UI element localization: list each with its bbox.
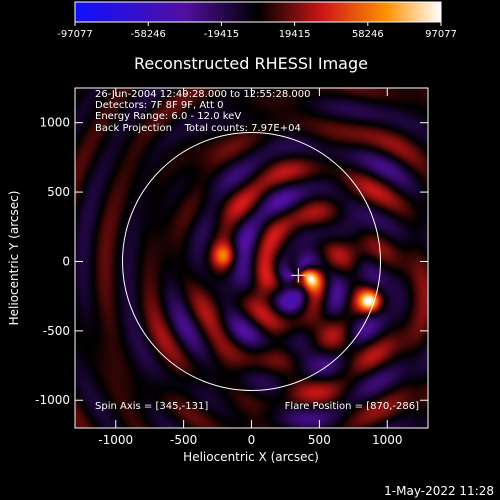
- annotation-line-detectors: Detectors: 7F 8F 9F, Att 0: [95, 100, 223, 111]
- colorbar-tick-label: 97077: [425, 29, 457, 40]
- chart-title: Reconstructed RHESSI Image: [134, 54, 368, 73]
- axis-ticks: -1000 -500 0 500 1000 -1000 -500 0 500 1000: [35, 88, 428, 447]
- colorbar-tick-label: -19415: [204, 29, 239, 40]
- colorbar-tick-label: 19415: [279, 29, 311, 40]
- flare-position-label: Flare Position = [870,-286]: [285, 401, 419, 412]
- plot-area: -1000 -500 0 500 1000 -1000 -500 0 500 1000: [35, 87, 429, 447]
- colorbar-tick-label: 58246: [352, 29, 384, 40]
- colorbar-tick-label: -97077: [57, 29, 92, 40]
- heatmap-image: [75, 88, 428, 428]
- annotation-line-energy: Energy Range: 6.0 - 12.0 keV: [95, 111, 241, 122]
- x-tick-label: 0: [248, 433, 256, 447]
- colorbar: [74, 1, 442, 23]
- annotation-line-method: Back Projection Total counts: 7.97E+04: [95, 123, 301, 134]
- y-tick-label: 1000: [39, 116, 70, 130]
- timestamp: 1-May-2022 11:28: [384, 484, 494, 498]
- solar-limb-circle: [122, 131, 381, 391]
- y-tick-label: -1000: [35, 393, 70, 407]
- x-tick-label: -1000: [98, 433, 133, 447]
- x-tick-label: 1000: [372, 433, 403, 447]
- spin-axis-marker: [291, 268, 306, 283]
- colorbar-ticks: -97077 -58246 -19415 19415 58246 97077: [57, 22, 457, 40]
- x-tick-label: -500: [170, 433, 197, 447]
- colorbar-tick-label: -58246: [130, 29, 165, 40]
- x-tick-label: 500: [308, 433, 331, 447]
- y-tick-label: 500: [47, 185, 70, 199]
- y-tick-label: 0: [62, 254, 70, 268]
- annotation-line-time: 26-Jun-2004 12:49:28.000 to 12:55:28.000: [95, 89, 311, 100]
- spin-axis-label: Spin Axis = [345,-131]: [95, 401, 208, 412]
- y-axis-label: Heliocentric Y (arcsec): [7, 191, 21, 326]
- annotation-block: 26-Jun-2004 12:49:28.000 to 12:55:28.000…: [95, 89, 311, 134]
- y-tick-label: -500: [43, 324, 70, 338]
- x-axis-label: Heliocentric X (arcsec): [183, 450, 319, 464]
